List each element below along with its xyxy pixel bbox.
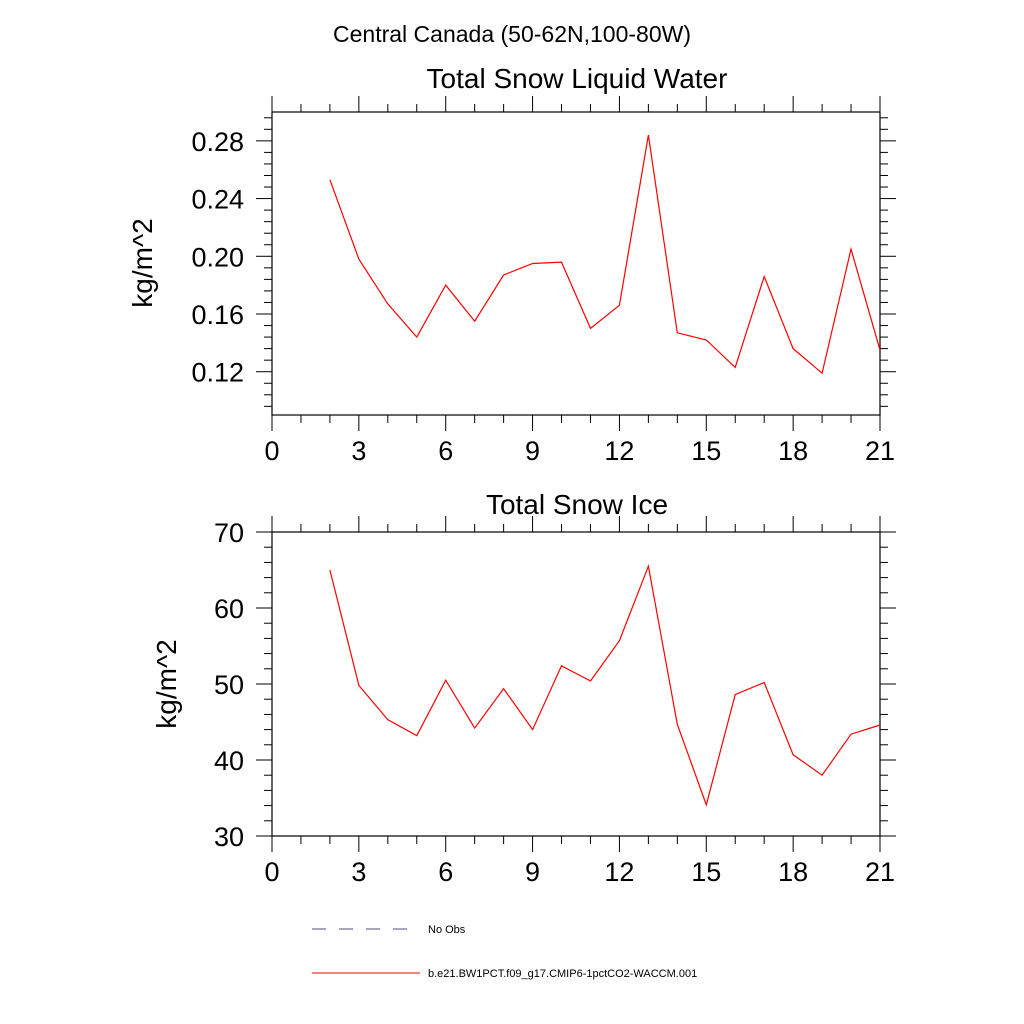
series-layer — [329, 564, 881, 807]
tick-marks — [256, 516, 896, 852]
series-line — [329, 134, 881, 375]
x-tick-label: 15 — [691, 857, 721, 887]
x-tick-label: 18 — [778, 857, 808, 887]
y-tick-labels: 0.12 0.16 0.20 0.24 0.28 — [191, 127, 244, 388]
panel-total-snow-ice: Total Snow Ice kg/m^2 30 40 50 60 70 0 3 6 9 12 1… — [151, 489, 896, 887]
y-tick-label: 0.16 — [191, 300, 244, 330]
x-tick-label: 6 — [438, 436, 453, 466]
x-tick-label: 15 — [691, 436, 721, 466]
y-tick-label: 40 — [214, 746, 244, 776]
series-layer — [329, 134, 881, 375]
y-tick-label: 0.12 — [191, 358, 244, 388]
y-tick-label: 0.24 — [191, 185, 244, 215]
x-tick-label: 9 — [525, 436, 540, 466]
y-tick-label: 0.28 — [191, 127, 244, 157]
y-tick-label: 60 — [214, 594, 244, 624]
x-tick-label: 12 — [604, 436, 634, 466]
y-tick-label: 70 — [214, 518, 244, 548]
x-tick-label: 0 — [264, 436, 279, 466]
tick-marks — [256, 96, 896, 431]
x-tick-label: 12 — [604, 857, 634, 887]
y-tick-label: 50 — [214, 670, 244, 700]
x-tick-label: 0 — [264, 857, 279, 887]
x-tick-label: 3 — [351, 436, 366, 466]
y-tick-label: 30 — [214, 822, 244, 852]
y-tick-label: 0.20 — [191, 242, 244, 272]
x-tick-label: 3 — [351, 857, 366, 887]
panel-total-snow-liquid-water: Total Snow Liquid Water kg/m^2 0.120.160… — [127, 63, 896, 466]
legend-label-no-obs: No Obs — [428, 924, 466, 936]
x-tick-label: 21 — [865, 436, 895, 466]
legend: No Obs b.e21.BW1PCT.f09_g17.CMIP6-1pctCO… — [312, 924, 697, 980]
series-line — [329, 564, 881, 807]
x-tick-label: 18 — [778, 436, 808, 466]
plot-frame — [271, 111, 881, 416]
plot-frame — [271, 531, 881, 837]
y-axis-label: kg/m^2 — [151, 639, 182, 728]
x-tick-label: 9 — [525, 857, 540, 887]
panel-title: Total Snow Liquid Water — [427, 63, 728, 94]
y-axis-label: kg/m^2 — [127, 218, 158, 307]
legend-label-model: b.e21.BW1PCT.f09_g17.CMIP6-1pctCO2-WACCM… — [428, 968, 697, 980]
x-tick-labels: 0 3 6 9 12 15 18 21 — [264, 857, 895, 887]
figure-title: Central Canada (50-62N,100-80W) — [333, 21, 691, 47]
x-tick-labels: 0 3 6 9 12 15 18 21 — [264, 436, 895, 466]
x-tick-label: 6 — [438, 857, 453, 887]
panel-title: Total Snow Ice — [486, 489, 668, 520]
x-tick-label: 21 — [865, 857, 895, 887]
y-tick-labels: 30 40 50 60 70 — [214, 518, 244, 852]
